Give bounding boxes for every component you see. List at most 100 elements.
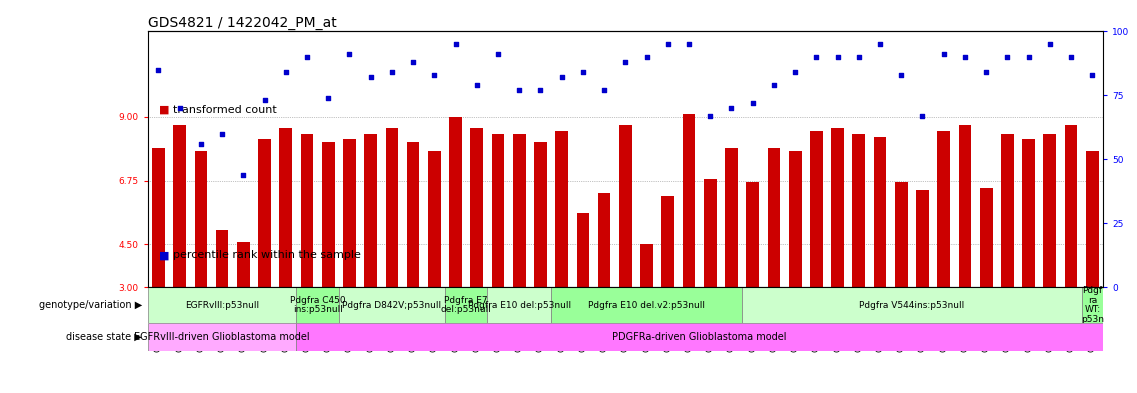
Bar — [343, 140, 356, 287]
Bar — [746, 182, 760, 287]
Point — [340, 51, 358, 58]
Text: genotype/variation ▶: genotype/variation ▶ — [39, 300, 142, 310]
Point — [1084, 72, 1102, 78]
Point — [807, 54, 825, 60]
Point — [744, 100, 762, 106]
Point — [998, 54, 1016, 60]
Bar — [598, 193, 611, 287]
Text: ■: ■ — [159, 105, 169, 115]
Bar — [300, 134, 314, 287]
Point — [1040, 41, 1059, 48]
Bar — [853, 134, 865, 287]
Bar — [1064, 125, 1078, 287]
Point — [213, 130, 231, 137]
Bar — [428, 151, 441, 287]
Bar — [767, 148, 780, 287]
Bar — [831, 128, 844, 287]
Point — [276, 69, 294, 75]
Bar — [916, 191, 929, 287]
Point — [722, 105, 740, 111]
Bar — [513, 134, 525, 287]
Point — [171, 105, 189, 111]
Bar — [491, 134, 505, 287]
Bar — [534, 142, 547, 287]
Point — [234, 171, 252, 178]
Text: ■: ■ — [159, 250, 169, 261]
Bar — [236, 242, 250, 287]
Point — [658, 41, 677, 48]
Bar — [640, 244, 653, 287]
Point — [680, 41, 698, 48]
Point — [362, 74, 380, 81]
Bar — [555, 131, 568, 287]
Point — [849, 54, 868, 60]
Bar — [258, 140, 271, 287]
Point — [319, 95, 338, 101]
Point — [977, 69, 995, 75]
Bar — [1081, 287, 1103, 323]
Point — [425, 72, 443, 78]
Point — [553, 74, 571, 81]
Bar — [407, 142, 420, 287]
Point — [383, 69, 401, 75]
Bar — [873, 136, 887, 287]
Bar — [1044, 134, 1056, 287]
Point — [702, 113, 720, 119]
Point — [574, 69, 592, 75]
Text: PDGFRa-driven Glioblastoma model: PDGFRa-driven Glioblastoma model — [613, 332, 787, 342]
Bar — [297, 287, 339, 323]
Point — [616, 59, 634, 65]
Bar — [725, 148, 738, 287]
Text: Pdgf
ra
WT:
p53n: Pdgf ra WT: p53n — [1081, 286, 1104, 324]
Text: percentile rank within the sample: percentile rank within the sample — [173, 250, 360, 261]
Bar — [1022, 140, 1035, 287]
Bar — [488, 287, 551, 323]
Bar — [958, 125, 971, 287]
Point — [192, 141, 210, 147]
Bar — [810, 131, 823, 287]
Bar — [364, 134, 377, 287]
Point — [829, 54, 847, 60]
Point — [935, 51, 953, 58]
Bar — [194, 151, 207, 287]
Bar — [449, 117, 462, 287]
Bar — [445, 287, 488, 323]
Bar — [148, 287, 297, 323]
Point — [1062, 54, 1080, 60]
Text: Pdgfra E10 del:p53null: Pdgfra E10 del:p53null — [467, 301, 571, 310]
Bar — [471, 128, 483, 287]
Text: EGFRvIII-driven Glioblastoma model: EGFRvIII-driven Glioblastoma model — [134, 332, 310, 342]
Text: Pdgfra C450
ins:p53null: Pdgfra C450 ins:p53null — [290, 296, 346, 314]
Bar — [576, 213, 589, 287]
Bar — [280, 128, 292, 287]
Point — [913, 113, 931, 119]
Text: Pdgfra E10 del.v2:p53null: Pdgfra E10 del.v2:p53null — [588, 301, 705, 310]
Text: transformed count: transformed count — [173, 105, 276, 115]
Point — [1020, 54, 1038, 60]
Bar — [551, 287, 742, 323]
Point — [786, 69, 804, 75]
Bar — [662, 196, 674, 287]
Point — [404, 59, 422, 65]
Bar — [173, 125, 186, 287]
Bar — [742, 287, 1081, 323]
Point — [956, 54, 974, 60]
Text: Pdgfra V544ins:p53null: Pdgfra V544ins:p53null — [860, 301, 964, 310]
Point — [893, 72, 911, 78]
Bar — [322, 142, 334, 287]
Point — [149, 67, 167, 73]
Bar — [339, 287, 445, 323]
Point — [489, 51, 507, 58]
Bar — [704, 179, 716, 287]
Point — [256, 97, 274, 104]
Point — [447, 41, 465, 48]
Bar — [895, 182, 907, 287]
Bar — [1001, 134, 1014, 287]
Bar — [789, 151, 802, 287]
Point — [511, 87, 529, 94]
Point — [467, 82, 485, 88]
Bar — [385, 128, 398, 287]
Bar — [619, 125, 632, 287]
Bar — [297, 323, 1103, 351]
Text: Pdgfra E7
del:p53null: Pdgfra E7 del:p53null — [441, 296, 491, 314]
